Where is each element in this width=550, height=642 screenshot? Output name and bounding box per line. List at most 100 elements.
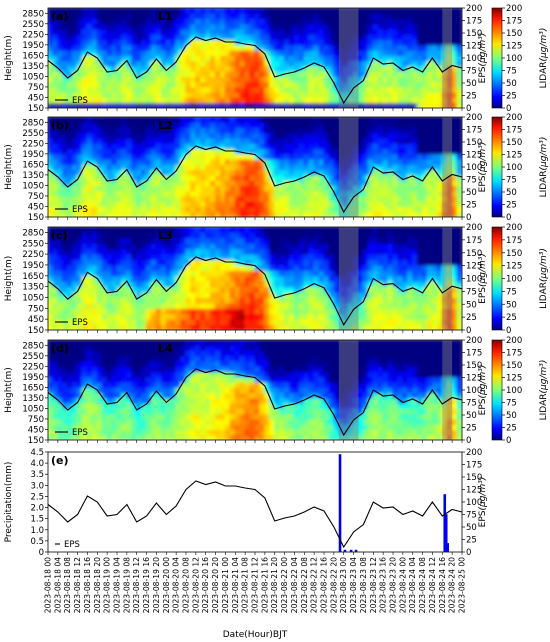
shaded-band [442,8,453,108]
eps-tick-label: 0 [466,213,471,223]
heatmap-panel-3: 1504507501050135016501950225025502850Hei… [4,223,549,336]
heatmap-field [48,227,462,330]
colorbar [491,116,503,218]
eps-axis-label: EPS(µg/m³) [478,253,488,304]
panel-tag: (e) [51,454,69,467]
panel-tag: (d) [51,342,69,355]
eps-tick-label: 50 [466,188,477,198]
x-tick-label: 2023-08-19 00 [103,557,112,613]
colorbar-tick-label: 75 [506,287,517,297]
colorbar-tick-label: 0 [506,104,511,114]
x-tick-label: 2023-08-23 00 [339,557,348,613]
x-tick-label: 2023-08-18 12 [73,557,82,613]
x-tick-label: 2023-08-19 12 [132,557,141,613]
eps-tick-label: 75 [466,511,477,521]
eps-tick-label: 125 [466,374,482,384]
x-tick-label: 2023-08-19 08 [122,557,131,613]
eps-tick-label: 25 [466,313,477,323]
x-tick-label: 2023-08-19 04 [113,557,122,613]
eps-tick-label: 75 [466,176,477,186]
colorbar-tick-label: 50 [506,300,517,310]
colorbar-tick-label: 100 [506,163,522,173]
eps-tick-label: 75 [466,399,477,409]
y-tick-label: 3.0 [30,481,44,491]
y-tick-label: 2850 [22,341,44,351]
y-tick-label: 750 [28,304,44,314]
y-tick-label: 0 [39,548,44,558]
eps-tick-label: 150 [466,249,482,259]
y-tick-label: 2550 [22,239,44,249]
x-tick-label: 2023-08-21 20 [270,557,279,613]
colorbar-tick-label: 175 [506,236,522,246]
precip-bar [444,514,448,552]
y-tick-label: 2250 [22,30,44,40]
precip-bar [349,549,353,552]
eps-tick-label: 0 [466,326,471,336]
colorbar-tick-label: 125 [506,151,522,161]
eps-line [48,368,462,437]
eps-tick-label: 50 [466,411,477,421]
heatmap-field [48,8,462,108]
x-tick-label: 2023-08-21 00 [221,557,230,613]
y-tick-label: 4.5 [30,448,44,458]
y-tick-label: 150 [28,104,44,114]
y-axis-label: Height(m) [4,144,14,190]
colorbar-tick-label: 150 [506,361,522,371]
eps-tick-label: 175 [466,349,482,359]
y-tick-label: 1950 [22,41,44,51]
eps-tick-label: 175 [466,17,482,27]
heatmap-field [48,117,462,217]
colorbar-tick-label: 0 [506,436,511,446]
panel-tag: (c) [51,229,68,242]
heatmap-cells [48,8,462,108]
eps-tick-label: 25 [466,92,477,102]
x-tick-label: 2023-08-24 16 [438,557,447,613]
y-tick-label: 1950 [22,261,44,271]
shaded-band [338,117,359,217]
shaded-band [442,340,453,440]
colorbar-label: LIDAR(µg/m³) [539,28,549,89]
heatmap-panel-4: 1504507501050135016501950225025502850Hei… [4,336,549,446]
x-tick-label: 2023-08-20 08 [182,557,191,613]
y-tick-label: 1350 [22,283,44,293]
shaded-band [338,227,359,330]
precip-bar [443,494,447,552]
y-tick-label: 1050 [22,181,44,191]
y-tick-label: 450 [28,425,44,435]
x-tick-label: 2023-08-24 00 [398,557,407,613]
x-tick-label: 2023-08-22 08 [300,557,309,613]
colorbar-tick-label: 125 [506,42,522,52]
eps-axis-label: EPS(µg/m³) [478,365,488,416]
y-tick-label: 2250 [22,250,44,260]
y-tick-label: 3.5 [30,470,44,480]
colorbar-tick-label: 50 [506,411,517,421]
y-tick-label: 1650 [22,51,44,61]
eps-tick-label: 125 [466,262,482,272]
eps-tick-label: 175 [466,126,482,136]
x-tick-label: 2023-08-24 08 [418,557,427,613]
eps-tick-label: 75 [466,67,477,77]
eps-tick-label: 175 [466,236,482,246]
x-tick-label: 2023-08-23 16 [379,557,388,613]
eps-tick-label: 50 [466,300,477,310]
heatmap-cells [48,340,462,440]
legend-label: EPS [72,318,88,328]
x-tick-label: 2023-08-23 12 [369,557,378,613]
x-tick-label: 2023-08-21 04 [231,557,240,613]
x-tick-label: 2023-08-24 04 [408,557,417,613]
colorbar-tick-label: 175 [506,349,522,359]
colorbar-tick-label: 25 [506,313,517,323]
x-tick-label: 2023-08-20 16 [201,557,210,613]
y-tick-label: 2550 [22,20,44,30]
colorbar-tick-label: 25 [506,424,517,434]
colorbar-tick-label: 75 [506,399,517,409]
y-tick-label: 1950 [22,150,44,160]
y-tick-label: 750 [28,415,44,425]
y-tick-label: 1350 [22,171,44,181]
x-tick-label: 2023-08-21 12 [251,557,260,613]
eps-tick-label: 0 [466,104,471,114]
x-tick-label: 2023-08-25 00 [458,557,467,613]
x-tick-label: 2023-08-18 16 [83,557,92,613]
colorbar-tick-label: 50 [506,79,517,89]
